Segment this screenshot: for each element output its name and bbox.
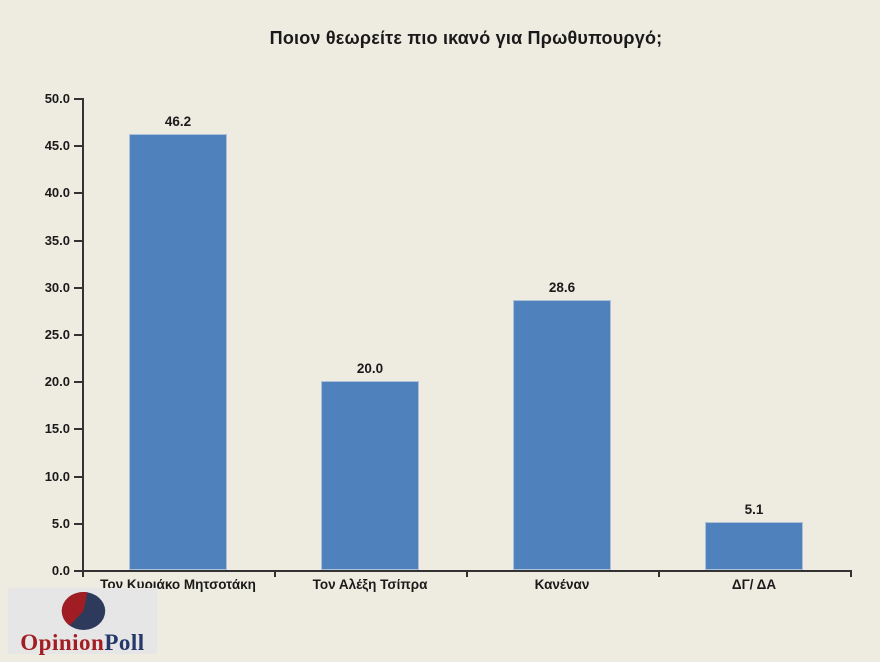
y-tick-label: 0.0 (51, 563, 70, 578)
logo-text: OpinionPoll (20, 630, 145, 655)
bar (321, 381, 419, 570)
bar (129, 133, 227, 570)
x-tick (274, 572, 276, 577)
y-tick-label: 5.0 (51, 515, 70, 531)
y-tick (74, 192, 82, 195)
y-tick (74, 145, 82, 148)
pie-chart-icon (61, 592, 105, 630)
bar-value-label: 5.1 (744, 501, 764, 517)
logo-text-poll: Poll (104, 630, 145, 655)
y-axis-line (82, 98, 84, 574)
bar (705, 521, 803, 570)
y-tick (74, 570, 82, 572)
bar-value-label: 46.2 (164, 113, 192, 129)
y-tick-label: 30.0 (44, 279, 70, 295)
category-label: ΔΓ/ ΔΑ (731, 577, 777, 592)
logo: OpinionPoll (8, 588, 157, 654)
y-tick-label: 25.0 (44, 327, 70, 342)
y-tick-label: 40.0 (44, 185, 70, 201)
y-tick (74, 334, 82, 336)
x-axis-line (81, 570, 852, 572)
y-tick-label: 10.0 (44, 468, 70, 484)
y-tick-label: 50.0 (44, 91, 70, 106)
chart-title: Ποιον θεωρείτε πιο ικανό για Πρωθυπουργό… (269, 28, 663, 48)
y-tick-label: 15.0 (44, 421, 70, 437)
bar (513, 300, 611, 570)
x-tick (82, 572, 84, 577)
category-label: Τον Αλέξη Τσίπρα (312, 577, 428, 592)
y-tick (74, 98, 82, 100)
y-tick-label: 35.0 (44, 232, 70, 248)
y-tick (74, 286, 82, 289)
category-label: Κανέναν (534, 577, 590, 592)
y-tick (74, 381, 82, 384)
x-tick (466, 572, 468, 577)
bar-value-label: 20.0 (356, 361, 384, 377)
x-tick (850, 572, 852, 577)
y-tick (74, 239, 82, 242)
y-tick (74, 428, 82, 431)
y-tick-label: 20.0 (44, 374, 70, 390)
bar-value-label: 28.6 (548, 280, 576, 296)
logo-text-opinion: Opinion (20, 630, 105, 655)
y-tick (74, 522, 82, 525)
y-tick (74, 475, 82, 478)
y-tick-label: 45.0 (44, 138, 70, 154)
x-tick (658, 572, 660, 577)
